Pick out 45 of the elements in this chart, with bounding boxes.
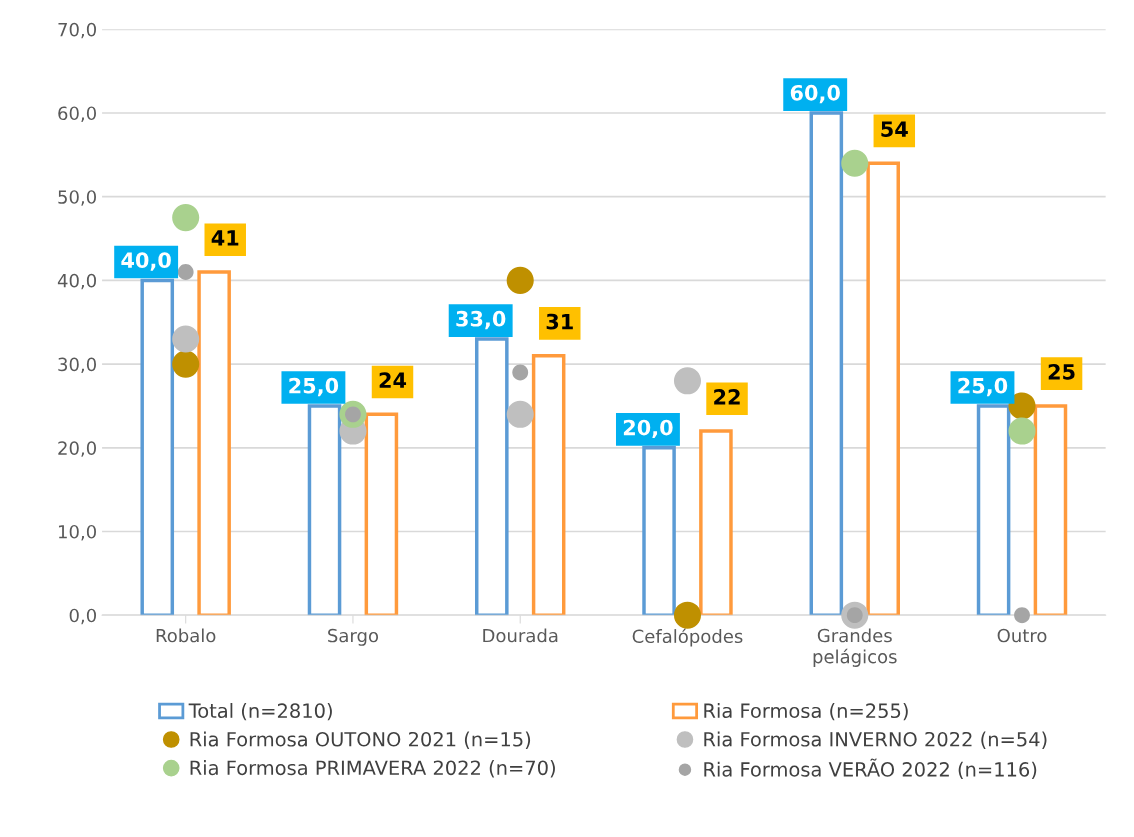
point [1008, 417, 1036, 445]
legend-label: Ria Formosa OUTONO 2021 (n=15) [190, 731, 531, 749]
y-tick-label: 30,0 [58, 357, 96, 374]
legend-label: Ria Formosa PRIMAVERA 2022 (n=70) [190, 760, 555, 778]
point [172, 325, 200, 353]
data-label: 25 [1048, 363, 1075, 380]
y-tick-label: 10,0 [58, 524, 96, 541]
x-tick-label: Dourada [483, 628, 558, 643]
point [1008, 392, 1036, 420]
y-tick-label: 70,0 [58, 22, 96, 39]
data-label: 20,0 [623, 419, 673, 439]
data-label: 40,0 [121, 252, 171, 271]
point [673, 367, 702, 395]
legend-label: Total (n=2810) [188, 703, 332, 721]
data-label: 24 [379, 372, 407, 388]
data-label: 33,0 [456, 310, 506, 330]
data-label: 25,0 [958, 377, 1008, 397]
y-tick-label: 60,0 [58, 106, 96, 122]
y-tick-label: 0,0 [69, 608, 96, 625]
y-tick-label: 40,0 [57, 273, 96, 290]
point [841, 149, 869, 177]
data-label: 41 [211, 230, 239, 246]
legend-label: Ria Formosa (n=255) [704, 703, 908, 721]
y-tick-label: 20,0 [58, 441, 96, 457]
x-tick-label: Grandes pelágicos [813, 628, 897, 667]
data-label: 22 [714, 389, 740, 405]
x-tick-label: Cefalópodes [632, 628, 743, 647]
point [506, 400, 534, 428]
point [172, 350, 200, 378]
data-label: 54 [881, 121, 908, 137]
legend-label: Ria Formosa INVERNO 2022 (n=54) [704, 731, 1047, 749]
legend-label: Ria Formosa VERÃO 2022 (n=116) [704, 758, 1037, 780]
point [673, 601, 702, 629]
point [177, 264, 194, 280]
x-tick-label: Robalo [156, 628, 216, 643]
point [172, 204, 200, 232]
data-label: 60,0 [790, 84, 840, 104]
point [512, 364, 529, 381]
x-tick-label: Sargo [328, 628, 379, 646]
point [1014, 607, 1030, 624]
data-label: 31 [546, 313, 573, 330]
x-tick-label: Outro [997, 628, 1047, 643]
point [506, 266, 534, 294]
y-tick-label: 50,0 [58, 190, 96, 206]
data-label: 25,0 [289, 377, 339, 397]
